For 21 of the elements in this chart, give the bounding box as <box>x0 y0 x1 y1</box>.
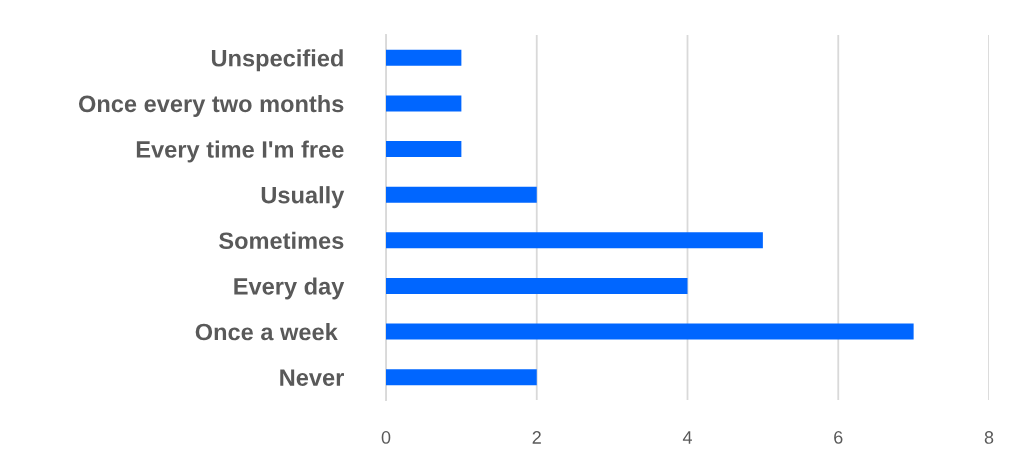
x-tick-label: 8 <box>984 431 994 444</box>
bar <box>386 369 537 386</box>
bar <box>386 323 914 340</box>
y-tick-label: Once every two months <box>78 94 344 117</box>
x-tick-label: 0 <box>381 431 391 444</box>
x-tick-label: 2 <box>532 431 541 444</box>
bar <box>386 49 462 66</box>
bar <box>386 186 537 203</box>
y-tick-label: Every day <box>234 277 345 300</box>
y-tick-label: Sometimes <box>219 231 344 250</box>
y-tick-label: Every time I'm free <box>136 140 344 163</box>
y-tick-label: Usually <box>261 186 345 209</box>
y-tick-label: Unspecified <box>211 49 343 72</box>
x-tick-label: 6 <box>834 431 843 444</box>
bar <box>386 232 763 249</box>
bar <box>386 277 688 294</box>
y-tick-label: Never <box>280 369 344 386</box>
x-tick-label: 4 <box>682 431 692 444</box>
bar <box>386 95 462 112</box>
bar <box>386 141 462 158</box>
y-tick-label: Once a week <box>195 323 338 341</box>
